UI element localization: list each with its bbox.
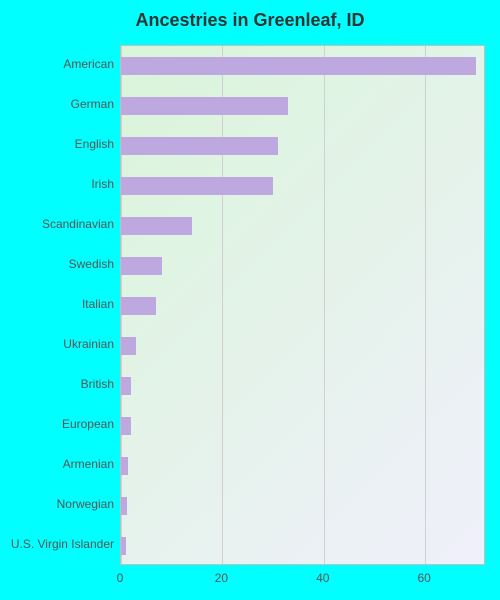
- bar: [121, 97, 288, 115]
- bar: [121, 537, 126, 555]
- gridline: [425, 46, 426, 564]
- y-tick-label: European: [0, 417, 114, 431]
- y-tick-label: Norwegian: [0, 497, 114, 511]
- chart-title: Ancestries in Greenleaf, ID: [0, 10, 500, 31]
- y-tick-label: Italian: [0, 297, 114, 311]
- x-tick-label: 60: [417, 571, 430, 585]
- bar: [121, 57, 476, 75]
- gridline: [324, 46, 325, 564]
- y-tick-label: Ukrainian: [0, 337, 114, 351]
- bar: [121, 137, 278, 155]
- y-tick-label: English: [0, 137, 114, 151]
- y-tick-label: U.S. Virgin Islander: [0, 537, 114, 551]
- x-tick-label: 0: [117, 571, 124, 585]
- x-tick-label: 20: [215, 571, 228, 585]
- bar: [121, 497, 127, 515]
- plot-area: City-Data.com: [120, 45, 485, 565]
- gridline: [222, 46, 223, 564]
- bar: [121, 337, 136, 355]
- bar: [121, 297, 156, 315]
- bar: [121, 177, 273, 195]
- y-tick-label: American: [0, 57, 114, 71]
- bar: [121, 377, 131, 395]
- bar: [121, 257, 162, 275]
- y-tick-label: Irish: [0, 177, 114, 191]
- y-tick-label: German: [0, 97, 114, 111]
- bar: [121, 457, 128, 475]
- x-tick-label: 40: [316, 571, 329, 585]
- y-tick-label: British: [0, 377, 114, 391]
- y-tick-label: Scandinavian: [0, 217, 114, 231]
- page-root: Ancestries in Greenleaf, ID City-Data.co…: [0, 0, 500, 600]
- y-tick-label: Armenian: [0, 457, 114, 471]
- bar: [121, 217, 192, 235]
- bar: [121, 417, 131, 435]
- y-tick-label: Swedish: [0, 257, 114, 271]
